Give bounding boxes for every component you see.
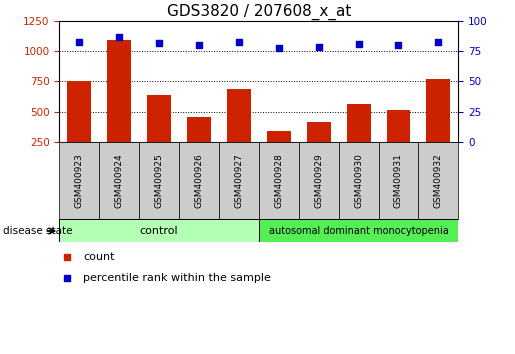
Text: disease state: disease state <box>3 226 72 236</box>
Text: autosomal dominant monocytopenia: autosomal dominant monocytopenia <box>269 226 449 236</box>
Text: GSM400930: GSM400930 <box>354 153 363 208</box>
Bar <box>179 142 219 219</box>
Point <box>115 34 123 40</box>
Point <box>315 44 323 49</box>
Bar <box>139 142 179 219</box>
Text: GSM400926: GSM400926 <box>195 153 203 208</box>
Point <box>75 39 83 45</box>
Bar <box>379 142 418 219</box>
Text: GSM400927: GSM400927 <box>234 153 243 208</box>
Text: count: count <box>83 252 115 262</box>
Bar <box>187 117 211 172</box>
Text: GSM400931: GSM400931 <box>394 153 403 208</box>
Point <box>195 42 203 48</box>
Point <box>354 41 363 47</box>
Text: GSM400925: GSM400925 <box>154 153 163 208</box>
Bar <box>147 95 171 172</box>
Bar <box>99 142 139 219</box>
Bar <box>307 122 331 172</box>
Bar <box>386 110 410 172</box>
Bar <box>227 88 251 172</box>
Point <box>274 45 283 51</box>
Bar <box>299 142 339 219</box>
Point <box>155 40 163 46</box>
Point <box>394 42 403 48</box>
Title: GDS3820 / 207608_x_at: GDS3820 / 207608_x_at <box>166 4 351 20</box>
Point <box>63 275 71 281</box>
Point <box>235 39 243 45</box>
Bar <box>59 219 259 242</box>
Text: GSM400928: GSM400928 <box>274 153 283 208</box>
Text: control: control <box>140 226 178 236</box>
Bar <box>219 142 259 219</box>
Text: GSM400923: GSM400923 <box>75 153 83 208</box>
Bar <box>339 142 379 219</box>
Bar <box>67 81 91 172</box>
Bar <box>107 40 131 172</box>
Bar <box>426 79 450 172</box>
Text: percentile rank within the sample: percentile rank within the sample <box>83 273 271 283</box>
Bar <box>259 219 458 242</box>
Text: GSM400924: GSM400924 <box>115 153 124 208</box>
Bar <box>418 142 458 219</box>
Text: GSM400929: GSM400929 <box>314 153 323 208</box>
Bar <box>259 142 299 219</box>
Text: GSM400932: GSM400932 <box>434 153 443 208</box>
Point <box>434 39 442 45</box>
Bar <box>267 131 290 172</box>
Point <box>63 254 71 259</box>
Bar <box>347 104 370 172</box>
Bar <box>59 142 99 219</box>
